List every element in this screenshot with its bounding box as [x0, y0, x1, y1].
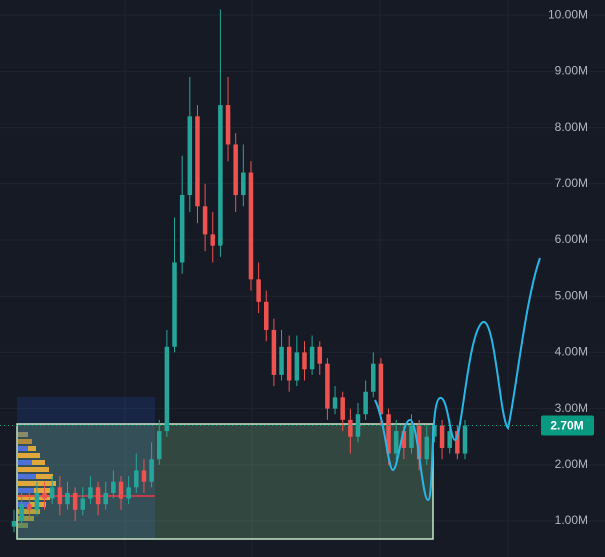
profile-bar	[18, 502, 30, 507]
profile-bar	[18, 523, 28, 528]
candle-body	[149, 459, 154, 482]
candle-body	[424, 436, 430, 460]
candle-body	[241, 172, 246, 196]
candle-body	[363, 391, 368, 415]
candle-body	[264, 301, 269, 330]
candle-body	[49, 487, 55, 499]
candle-body	[393, 431, 399, 454]
y-tick-label: 6.00M	[555, 232, 588, 246]
candle-body	[11, 521, 17, 527]
candle-body	[340, 397, 345, 420]
candle-body	[447, 431, 452, 448]
candle-body	[386, 414, 391, 454]
candle-body	[317, 346, 323, 364]
y-tick-label: 4.00M	[555, 345, 588, 359]
y-tick-label: 3.00M	[555, 401, 588, 415]
y-tick-label: 9.00M	[555, 64, 588, 78]
candle-body	[271, 329, 277, 375]
candle-body	[409, 425, 414, 448]
candle-body	[88, 487, 93, 499]
profile-bar	[18, 488, 34, 493]
y-tick-label: 8.00M	[555, 120, 588, 134]
profile-bar	[18, 488, 54, 493]
candle-body	[202, 206, 208, 235]
candle-body	[248, 172, 254, 280]
candle-body	[256, 279, 261, 302]
profile-bar	[18, 460, 32, 465]
candle-body	[225, 105, 231, 145]
candle-body	[325, 363, 330, 409]
candle-body	[118, 481, 124, 499]
price-axis: 1.00M 2.00M 3.00M 4.00M 5.00M 6.00M 7.00M 8.00M…	[0, 7, 594, 527]
candle-body	[416, 425, 422, 460]
candle-body	[294, 352, 300, 381]
candle-body	[65, 492, 70, 505]
y-tick-label: 2.00M	[555, 457, 588, 471]
profile-bar	[18, 446, 28, 451]
candle-body	[57, 487, 63, 505]
y-tick-label: 1.00M	[555, 513, 588, 527]
candle-body	[279, 346, 284, 375]
last-price-badge	[541, 415, 594, 436]
candle-body	[439, 425, 445, 448]
candle-body	[195, 116, 200, 207]
candle-body	[179, 195, 185, 263]
candle-body	[103, 492, 108, 505]
candle-body	[111, 481, 116, 493]
candle-body	[355, 414, 361, 437]
candle-body	[187, 116, 193, 196]
candle-body	[34, 492, 40, 510]
candle-body	[27, 504, 32, 510]
y-tick-label: 10.00M	[548, 7, 588, 21]
last-price-label: 2.70M	[550, 419, 583, 433]
profile-bar	[18, 474, 36, 479]
y-tick-label: 7.00M	[555, 176, 588, 190]
candle-body	[348, 419, 353, 437]
candle-body	[286, 346, 292, 381]
zone-box	[16, 423, 434, 540]
candle-body	[378, 363, 384, 415]
candle-body	[371, 363, 376, 392]
candle-body	[302, 352, 307, 370]
candle-body	[42, 492, 47, 499]
candle-body	[218, 105, 223, 246]
candle-body	[309, 346, 315, 370]
candle-body	[332, 397, 338, 409]
profile-bar	[18, 502, 46, 507]
candle-body	[80, 498, 86, 510]
candle-body	[141, 470, 147, 482]
candle-body	[156, 431, 162, 460]
candle-body	[19, 504, 24, 522]
candle-body	[72, 492, 78, 510]
hand-drawn-path	[374, 257, 541, 502]
candle-body	[462, 425, 468, 454]
y-tick-label: 5.00M	[555, 288, 588, 302]
candle-body	[401, 431, 407, 448]
candle-body	[134, 470, 139, 488]
candle-body	[233, 144, 238, 196]
candle-body	[210, 234, 215, 246]
profile-bar	[18, 432, 28, 437]
profile-bar	[18, 516, 34, 521]
candle-body	[126, 487, 131, 499]
profile-bar	[18, 495, 50, 500]
profile-bar	[18, 439, 32, 444]
candle-body	[172, 262, 177, 347]
candle-body	[164, 346, 170, 432]
candle-body	[95, 487, 101, 505]
drawings	[16, 397, 434, 540]
candle-body	[455, 431, 460, 454]
profile-bar	[18, 467, 49, 472]
profile-bar	[18, 453, 40, 458]
